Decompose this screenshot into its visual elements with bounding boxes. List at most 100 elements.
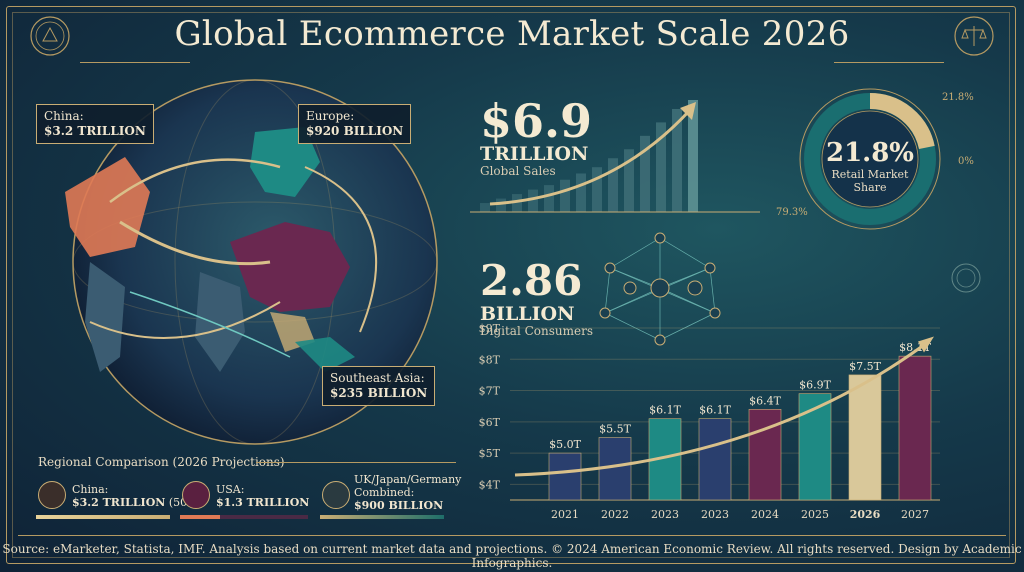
donut-center: 21.8% Retail Market Share [820, 138, 920, 194]
regional-item-usa: USA: $1.3 TRILLION [216, 483, 309, 509]
bar [698, 418, 732, 501]
mini-bar [608, 158, 618, 212]
x-tick-label: 2023 [701, 508, 729, 521]
arrow-head-icon [918, 336, 934, 353]
bar [798, 393, 832, 501]
donut-share-arc [869, 93, 935, 150]
europe-callout-label: Europe: [306, 109, 355, 123]
consumers-value: 2.86 [480, 256, 583, 305]
sales-trend-mini-chart [470, 100, 760, 213]
mini-bar [576, 173, 586, 212]
title-rule-right [834, 62, 944, 63]
bar [548, 452, 582, 501]
china-callout-label: China: [44, 109, 84, 123]
mini-trend-arrow [489, 108, 692, 206]
bar [748, 409, 782, 501]
bar-data-label: $5.0T [549, 438, 581, 451]
bar [848, 374, 882, 501]
y-tick-label: $7T [479, 385, 501, 398]
x-tick-label: 2024 [751, 508, 779, 521]
sea-callout: Southeast Asia: $235 BILLION [322, 366, 436, 406]
inner-frame [12, 12, 1010, 558]
mini-bar [640, 135, 650, 212]
global-sales-label: Global Sales [480, 164, 556, 178]
sea-callout-label: Southeast Asia: [330, 371, 425, 385]
donut-outer-ring [799, 88, 941, 230]
mini-bar [624, 149, 634, 212]
mini-bar [512, 194, 522, 212]
y-tick-label: $6T [479, 416, 501, 429]
consumers-unit: BILLION [480, 303, 575, 325]
bar-data-label: $7.5T [849, 360, 881, 373]
bar-data-label: $5.5T [599, 422, 631, 435]
seal-emblem-icon [30, 16, 70, 56]
global-sales-block: $6.9 TRILLION Global Sales [480, 98, 592, 178]
growth-trend-arrow [514, 339, 931, 477]
usa-region [65, 157, 150, 257]
x-tick-label: 2021 [551, 508, 579, 521]
network-nodes-graphic [599, 232, 721, 346]
mini-bar [480, 203, 490, 212]
regional-usa-name: USA: [216, 483, 245, 496]
y-tick-label: $4T [479, 478, 501, 491]
regional-item-combined: UK/Japan/Germany Combined: $900 BILLION [354, 473, 464, 512]
china-map-icon [38, 481, 66, 509]
usa-share-bar-track [220, 515, 308, 519]
global-sales-value: $6.9 [480, 94, 593, 148]
bar-data-label: $6.1T [649, 404, 681, 417]
consumers-block: 2.86 BILLION Digital Consumers [480, 256, 594, 339]
statue-of-liberty-icon [182, 481, 210, 509]
mini-bar [528, 189, 538, 212]
title-rule-left [80, 62, 190, 63]
mini-bar [496, 198, 506, 212]
bar [898, 355, 932, 501]
donut-label-zero: 0% [958, 156, 974, 167]
china-callout-value: $3.2 TRILLION [44, 124, 146, 138]
regional-title: Regional Comparison (2026 Projections) [38, 455, 285, 469]
seal-watermark-icon [951, 263, 981, 293]
y-tick-label: $9T [479, 322, 501, 335]
donut-label-top: 21.8% [942, 92, 974, 103]
page-title: Global Ecommerce Market Scale 2026 [174, 14, 850, 54]
regional-combined-value: $900 BILLION [354, 499, 444, 512]
china-share-bar [36, 515, 170, 519]
consumers-label: Digital Consumers [480, 324, 594, 338]
regional-title-rule [256, 462, 456, 463]
europe-callout: Europe: $920 BILLION [298, 104, 412, 144]
mini-bar [544, 185, 554, 212]
regional-china-name: China: [72, 483, 109, 496]
x-tick-label: 2023 [651, 508, 679, 521]
y-tick-label: $8T [479, 353, 501, 366]
mini-bar [656, 122, 666, 212]
europe-callout-value: $920 BILLION [306, 124, 404, 138]
regional-china-value: $3.2 TRILLION [72, 496, 166, 509]
market-growth-bar-chart: $4T $5T $6T $7T $8T $9T $5.0T 2021 $5.5T 2022 $6.1… [479, 322, 940, 521]
sea-callout-value: $235 BILLION [330, 386, 428, 400]
donut-center-label: Retail Market Share [831, 168, 909, 194]
source-rule [18, 535, 1006, 536]
world-globe-map [65, 79, 438, 445]
china-callout: China: $3.2 TRILLION [36, 104, 154, 144]
bar-data-label: $6.9T [799, 379, 831, 392]
x-tick-label: 2022 [601, 508, 629, 521]
mini-bar [592, 167, 602, 212]
globe-coins-icon [322, 481, 350, 509]
donut-label-bottom: 79.3% [776, 207, 808, 218]
mini-bar [688, 100, 698, 212]
y-tick-label: $5T [479, 447, 501, 460]
mini-bar [672, 108, 682, 212]
scales-of-justice-icon [954, 16, 994, 56]
donut-center-value: 21.8% [825, 138, 915, 168]
china-region [230, 222, 350, 312]
donut-center-disc [821, 110, 919, 208]
usa-share-bar-fill [180, 515, 220, 519]
bar-data-label: $6.4T [749, 394, 781, 407]
mini-bar [560, 179, 570, 212]
outer-frame [6, 6, 1016, 564]
global-sales-unit: TRILLION [480, 143, 589, 165]
bar-data-label: $6.1T [699, 404, 731, 417]
retail-share-donut [799, 88, 941, 230]
mini-arrow-head-icon [680, 102, 696, 120]
x-tick-label: 2026 [850, 508, 881, 521]
x-tick-label: 2025 [801, 508, 829, 521]
